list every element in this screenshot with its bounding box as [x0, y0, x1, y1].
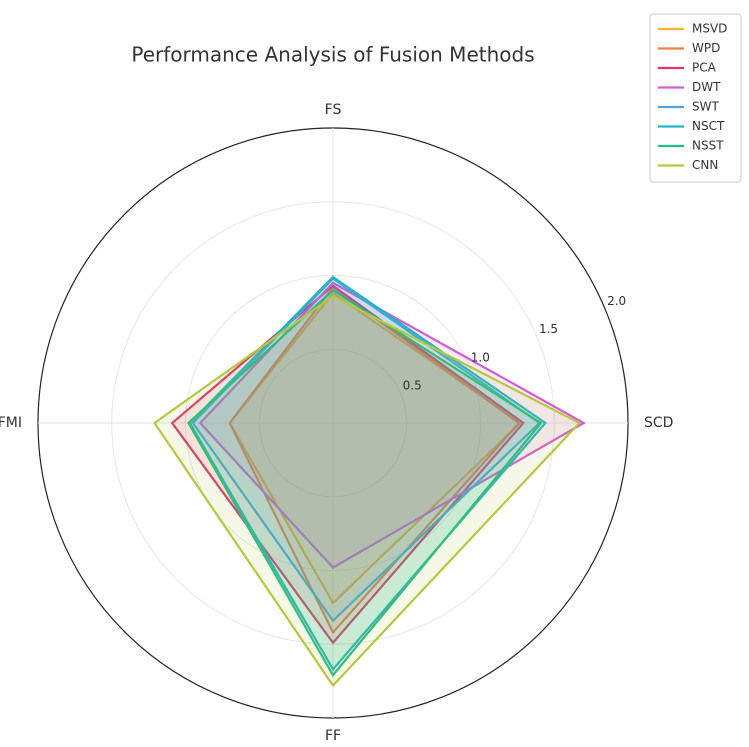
series-area [198, 281, 586, 569]
legend-label: NSST [692, 139, 724, 153]
legend-label: DWT [692, 80, 721, 94]
series-area [188, 275, 548, 672]
legend-label: SWT [692, 100, 719, 114]
chart-title: Performance Analysis of Fusion Methods [131, 43, 534, 67]
legend-label: MSVD [692, 22, 727, 36]
legend-label: CNN [692, 158, 718, 172]
legend-label: PCA [692, 61, 717, 75]
series-area [228, 285, 521, 635]
axis-label: FMI [0, 415, 22, 431]
axis-label: FF [325, 728, 341, 743]
legend-label: NSCT [692, 119, 725, 133]
series-area [170, 284, 525, 645]
r-tick-label: 2.0 [607, 294, 626, 308]
series-area [187, 288, 543, 678]
legend-box [649, 13, 742, 183]
r-tick-label: 1.5 [539, 322, 558, 336]
axis-label: FS [325, 102, 342, 118]
legend-label: WPD [692, 41, 720, 55]
series-area [153, 294, 582, 688]
legend: MSVD WPD PCA DWT SWT NSCT NSST CNN [649, 13, 742, 183]
r-tick-label: 0.5 [403, 379, 422, 393]
r-tick-label: 1.0 [471, 350, 490, 364]
axis-label: SCD [644, 415, 673, 431]
